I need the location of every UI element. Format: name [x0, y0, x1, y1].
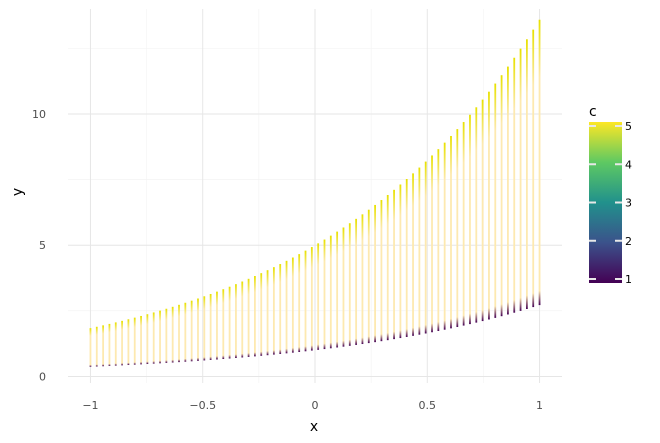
data-segment	[519, 48, 522, 311]
data-segment	[424, 161, 427, 334]
data-segment	[355, 218, 358, 345]
legend: c 1 2 3 4 5	[589, 104, 632, 286]
data-segment	[418, 167, 421, 335]
data-segment	[513, 57, 516, 313]
data-segment	[380, 200, 383, 342]
data-segment	[342, 227, 345, 347]
x-tick-label: 1	[536, 399, 543, 412]
data-segment	[443, 142, 446, 330]
data-segment	[222, 289, 225, 359]
data-segment	[374, 204, 376, 343]
data-segments	[89, 19, 541, 367]
data-segment	[291, 257, 294, 353]
data-segment	[450, 135, 452, 329]
data-segment	[298, 254, 301, 352]
grid	[68, 9, 562, 383]
colorbar-tick-label: 5	[625, 120, 632, 133]
data-segment	[140, 315, 142, 365]
data-segment	[190, 300, 193, 362]
data-segment	[209, 293, 212, 360]
x-tick-label: −1	[82, 399, 98, 412]
x-tick-label: 0	[312, 399, 319, 412]
data-segment	[500, 75, 503, 317]
data-segment	[146, 314, 149, 364]
x-axis-ticks: −1 −0.5 0 0.5 1	[82, 399, 543, 412]
x-tick-label: 0.5	[419, 399, 437, 412]
data-segment	[317, 243, 320, 350]
data-segment	[481, 99, 484, 322]
data-segment	[165, 308, 168, 363]
data-segment	[197, 298, 199, 361]
data-segment	[475, 107, 478, 323]
data-segment	[329, 235, 332, 349]
x-axis-title: x	[310, 419, 318, 435]
y-axis-ticks: 0 5 10	[32, 108, 46, 383]
y-tick-label: 0	[39, 370, 46, 383]
colorbar-tick-label: 2	[625, 235, 632, 248]
data-segment	[159, 310, 161, 364]
data-segment	[121, 320, 123, 366]
data-segment	[127, 319, 130, 366]
data-segment	[538, 19, 541, 306]
data-segment	[133, 317, 136, 365]
data-segment	[310, 247, 313, 351]
data-segment	[254, 276, 256, 357]
colorbar-ticks: 1 2 3 4 5	[589, 120, 632, 286]
data-segment	[89, 328, 92, 367]
y-tick-label: 10	[32, 108, 46, 121]
data-segment	[241, 281, 244, 358]
data-segment	[272, 267, 275, 355]
data-segment	[216, 291, 218, 360]
data-segment	[323, 239, 326, 350]
data-segment	[336, 231, 339, 348]
data-segment	[348, 223, 351, 346]
data-segment	[405, 179, 408, 337]
data-segment	[203, 296, 206, 361]
data-segment	[469, 114, 471, 325]
data-segment	[488, 91, 490, 320]
data-segment	[279, 264, 282, 354]
data-segment	[412, 173, 414, 336]
data-segment	[152, 312, 155, 364]
data-segment	[102, 325, 105, 367]
data-segment	[108, 323, 111, 366]
data-segment	[532, 29, 535, 308]
x-tick-label: −0.5	[189, 399, 216, 412]
data-segment	[95, 326, 98, 367]
data-segment	[431, 155, 433, 333]
data-segment	[494, 83, 497, 318]
data-segment	[178, 304, 180, 363]
data-segment	[399, 184, 402, 339]
data-segment	[285, 260, 288, 354]
data-segment	[456, 129, 459, 327]
data-segment	[266, 270, 269, 356]
data-segment	[507, 66, 509, 315]
data-segment	[437, 149, 440, 331]
data-segment	[462, 122, 465, 326]
data-segment	[304, 250, 307, 352]
data-segment	[361, 214, 364, 345]
data-segment	[260, 273, 263, 356]
colorbar-tick-label: 4	[625, 158, 632, 171]
data-segment	[228, 286, 231, 359]
y-tick-label: 5	[39, 239, 46, 252]
data-segment	[386, 195, 389, 341]
colorbar-tick-label: 3	[625, 197, 632, 210]
data-segment	[525, 39, 528, 310]
data-segment	[367, 209, 370, 344]
data-segment	[235, 284, 237, 358]
legend-title: c	[589, 104, 597, 120]
data-segment	[393, 189, 395, 340]
colorbar-tick-label: 1	[625, 273, 632, 286]
data-segment	[114, 322, 117, 366]
data-segment	[184, 302, 187, 362]
data-segment	[247, 278, 250, 357]
data-segment	[171, 306, 174, 363]
plot-panel	[68, 9, 562, 383]
y-axis-title: y	[10, 188, 26, 196]
